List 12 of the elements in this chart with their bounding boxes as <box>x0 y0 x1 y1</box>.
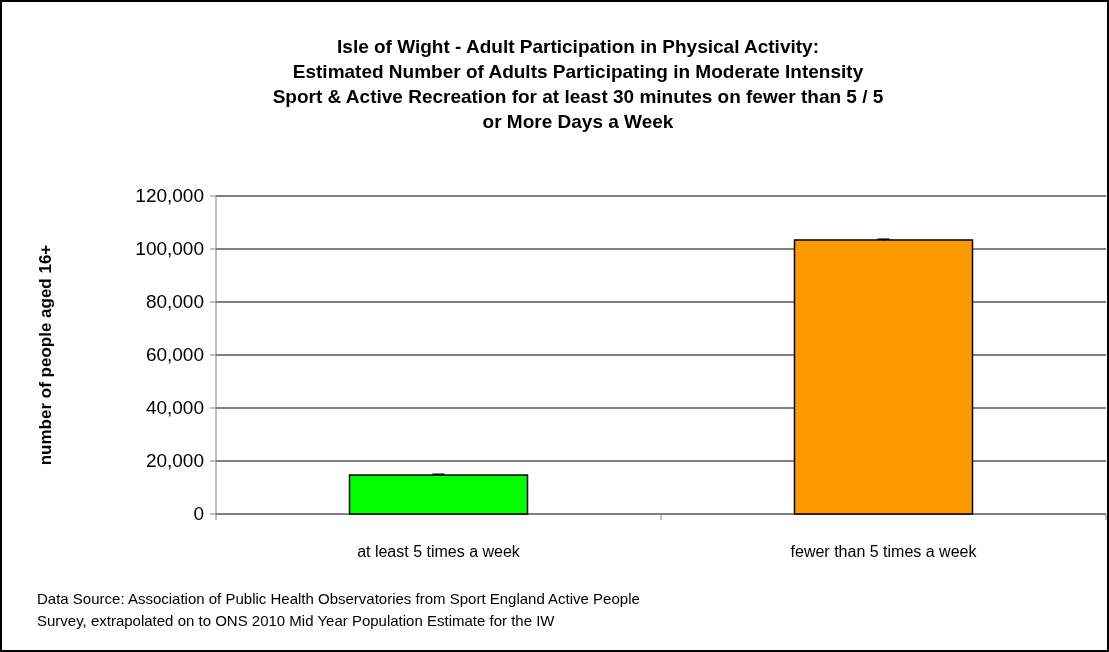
y-tick-label: 60,000 <box>145 344 204 365</box>
source-note: Data Source: Association of Public Health Observatories from Sport England Active People Survey, extrapolated on to ONS 2010 Mid Year Population Estimate for the IW <box>37 590 640 629</box>
chart-title: Isle of Wight - Adult Participation in Physical Activity: Estimated Number of Adults Participating in Moderate Intensity Sport & Active Recreation for at least 30 minutes on fewer than 5 / 5 or More Days a Week <box>272 36 884 132</box>
y-tick-label: 120,000 <box>135 185 204 206</box>
x-tick-label: fewer than 5 times a week <box>790 543 978 560</box>
y-tick-label: 100,000 <box>135 238 204 259</box>
y-tick-label: 20,000 <box>145 450 204 471</box>
y-tick-label: 0 <box>193 503 204 524</box>
y-tick-label: 40,000 <box>145 397 204 418</box>
y-axis-title: number of people aged 16+ <box>36 244 55 466</box>
x-tick-label: at least 5 times a week <box>357 543 521 560</box>
y-tick-label: 80,000 <box>145 291 204 312</box>
